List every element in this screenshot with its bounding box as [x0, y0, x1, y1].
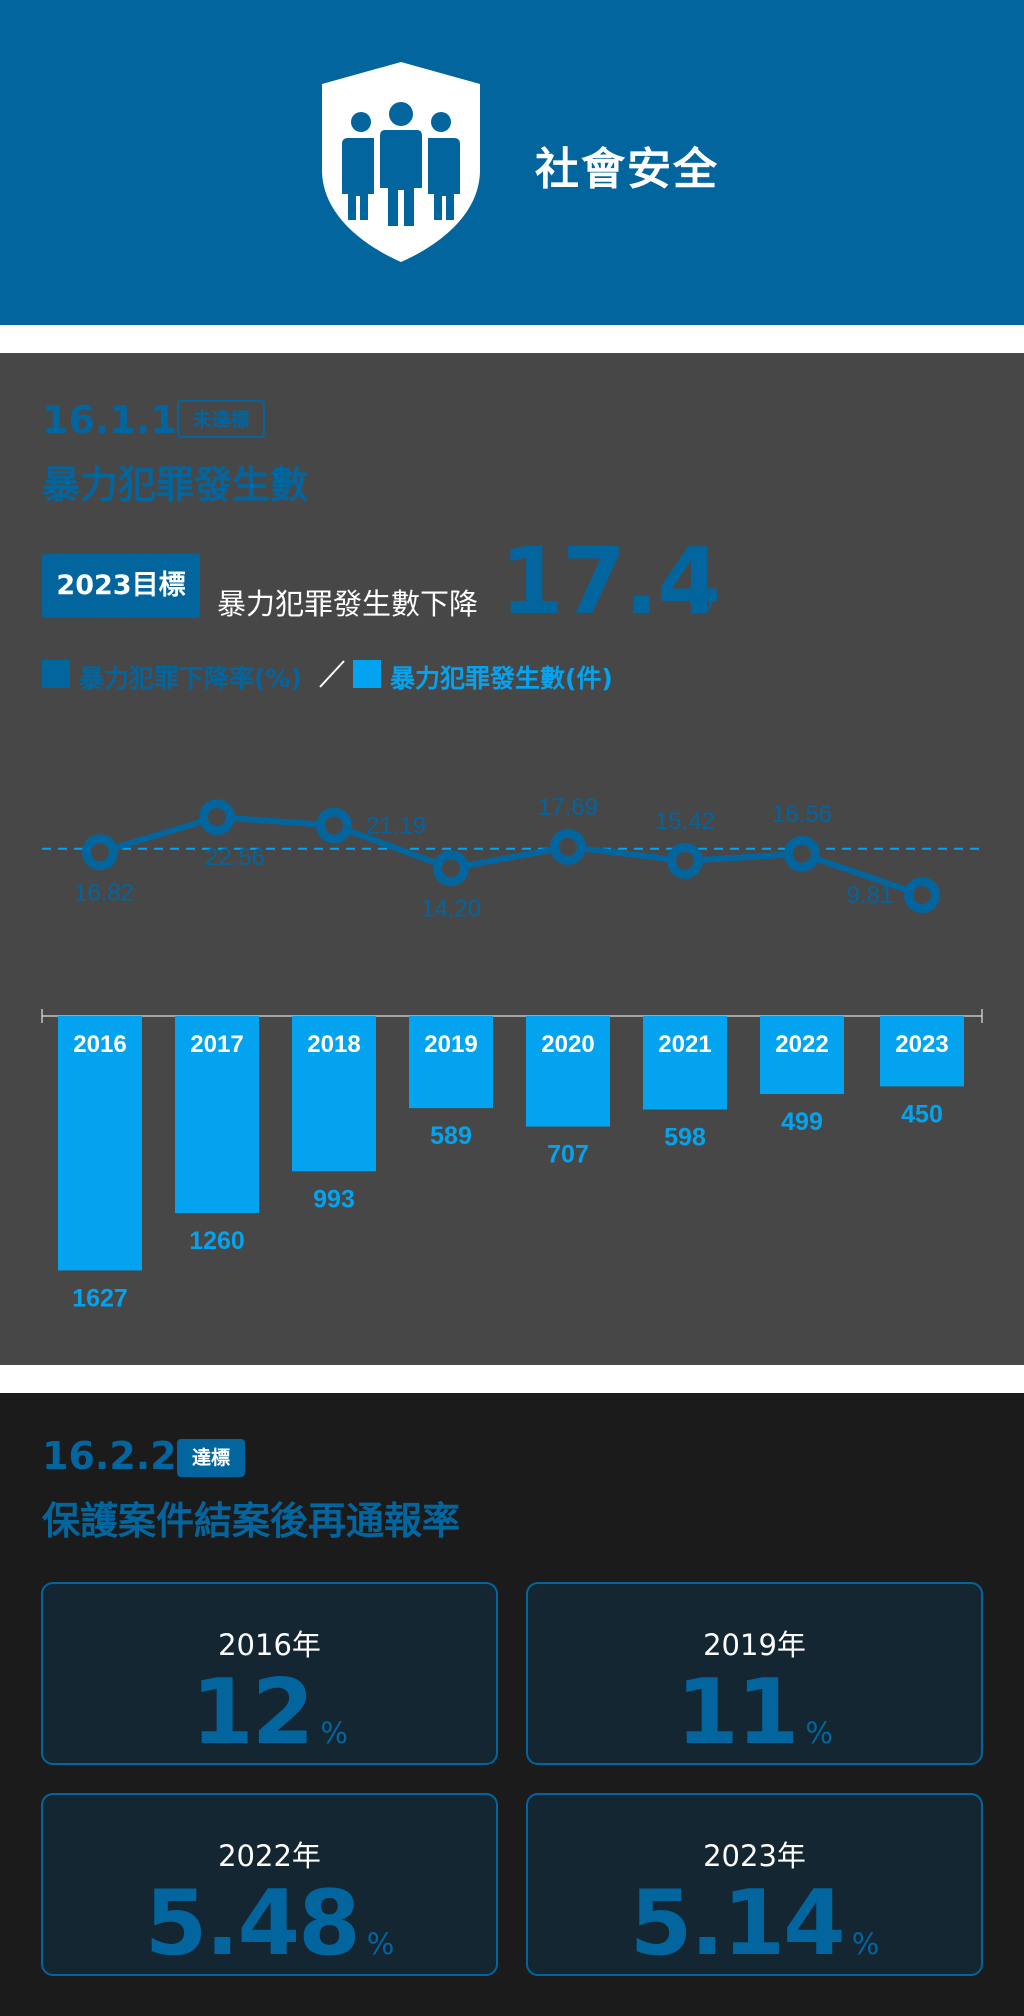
bar-value-label: 589 — [430, 1122, 472, 1150]
rate-point-hole — [793, 844, 811, 863]
page-title: 社會安全 — [535, 144, 719, 195]
bar — [760, 1016, 844, 1095]
rate-point-hole — [676, 851, 694, 870]
status-badge: 未達標 — [177, 400, 265, 438]
card-year: 2016年 — [218, 1628, 321, 1662]
rate-card: 2022年 5.48% — [41, 1793, 498, 1976]
card-value: 5.14% — [528, 1871, 981, 1976]
bar-value-label: 1627 — [72, 1284, 128, 1312]
card-value: 11% — [528, 1660, 981, 1765]
legend-swatch-rate — [42, 660, 70, 688]
crime-chart: 2016 1627 2017 1260 2018 993 2019 589 2020 707 202… — [41, 794, 983, 1312]
card-unit: % — [366, 1927, 395, 1961]
bar — [643, 1016, 727, 1110]
status-badge: 達標 — [177, 1439, 245, 1477]
goal-value: 17.4 — [500, 528, 721, 635]
bar-category-label: 2022 — [775, 1031, 828, 1058]
bar-category-label: 2019 — [424, 1031, 477, 1058]
card-number: 5.14 — [629, 1871, 846, 1976]
bar-value-label: 499 — [781, 1108, 823, 1136]
indicator-code: 16.1.1 — [42, 398, 177, 442]
shield-people-icon — [322, 62, 480, 262]
legend-separator — [319, 660, 345, 688]
goal-text: 暴力犯罪發生數下降 — [217, 587, 479, 621]
legend-swatch-count — [353, 660, 381, 688]
bar-category-label: 2020 — [541, 1031, 594, 1058]
bar-value-label: 450 — [901, 1100, 943, 1128]
bar — [175, 1016, 259, 1214]
bar-category-label: 2017 — [190, 1031, 243, 1058]
rate-value-label: 21.19 — [366, 813, 426, 840]
bar-value-label: 598 — [664, 1124, 706, 1152]
bar-value-label: 993 — [313, 1185, 355, 1213]
rate-point-hole — [442, 859, 460, 878]
legend-label-count: 暴力犯罪發生數(件) — [390, 664, 613, 693]
rate-value-label: 22.56 — [205, 844, 265, 871]
legend-label-rate: 暴力犯罪下降率(%) — [79, 664, 302, 693]
rate-series-line — [99, 814, 923, 899]
rate-point-hole — [559, 837, 577, 856]
bar — [58, 1016, 142, 1271]
card-year: 2023年 — [703, 1839, 806, 1873]
bar-category-label: 2016 — [73, 1031, 126, 1058]
card-unit: % — [851, 1927, 880, 1961]
indicator-code: 16.2.2 — [42, 1434, 177, 1478]
indicator-title: 保護案件結案後再通報率 — [42, 1499, 461, 1543]
rate-value-label: 9.81 — [847, 882, 894, 909]
bar-category-label: 2018 — [307, 1031, 360, 1058]
bar — [409, 1016, 493, 1109]
bar-category-label: 2023 — [895, 1031, 948, 1058]
rate-point-hole — [325, 816, 343, 835]
rate-card: 2016年 12% — [41, 1582, 498, 1765]
bar-value-label: 1260 — [189, 1227, 245, 1255]
rate-card: 2019年 11% — [526, 1582, 983, 1765]
rate-card: 2023年 5.14% — [526, 1793, 983, 1976]
indicator-16-1-1-section: 16.1.1 未達標 暴力犯罪發生數 2023目標 暴力犯罪發生數下降 17.4… — [0, 353, 1024, 1365]
card-value: 12% — [43, 1660, 496, 1765]
card-year: 2019年 — [703, 1628, 806, 1662]
card-unit: % — [805, 1716, 833, 1750]
card-number: 11 — [676, 1660, 799, 1765]
rate-value-label: 16.82 — [74, 879, 134, 906]
rate-value-label: 16.56 — [772, 801, 832, 828]
bar-value-label: 707 — [547, 1141, 589, 1169]
bar-category-label: 2021 — [658, 1031, 711, 1058]
card-number: 5.48 — [144, 1871, 361, 1976]
indicator-16-2-2-section: 16.2.2 達標 保護案件結案後再通報率 2016年 12% 2019年 11… — [0, 1393, 1024, 2016]
rate-value-label: 15.42 — [655, 808, 715, 835]
goal-unit: % — [686, 582, 714, 616]
card-value: 5.48% — [43, 1871, 496, 1976]
bar — [880, 1016, 964, 1087]
goal-label-box: 2023目標 — [42, 554, 200, 618]
card-number: 12 — [191, 1660, 314, 1765]
bar — [292, 1016, 376, 1172]
rate-value-label: 14.20 — [421, 895, 481, 922]
card-unit: % — [320, 1716, 348, 1750]
indicator-title: 暴力犯罪發生數 — [42, 463, 309, 507]
rate-point-hole — [91, 843, 109, 862]
bar — [526, 1016, 610, 1127]
header-banner: 社會安全 — [0, 0, 1024, 325]
rate-point-hole — [913, 886, 931, 905]
rate-point-hole — [208, 808, 226, 827]
card-year: 2022年 — [218, 1839, 321, 1873]
rate-value-label: 17.69 — [538, 794, 598, 821]
